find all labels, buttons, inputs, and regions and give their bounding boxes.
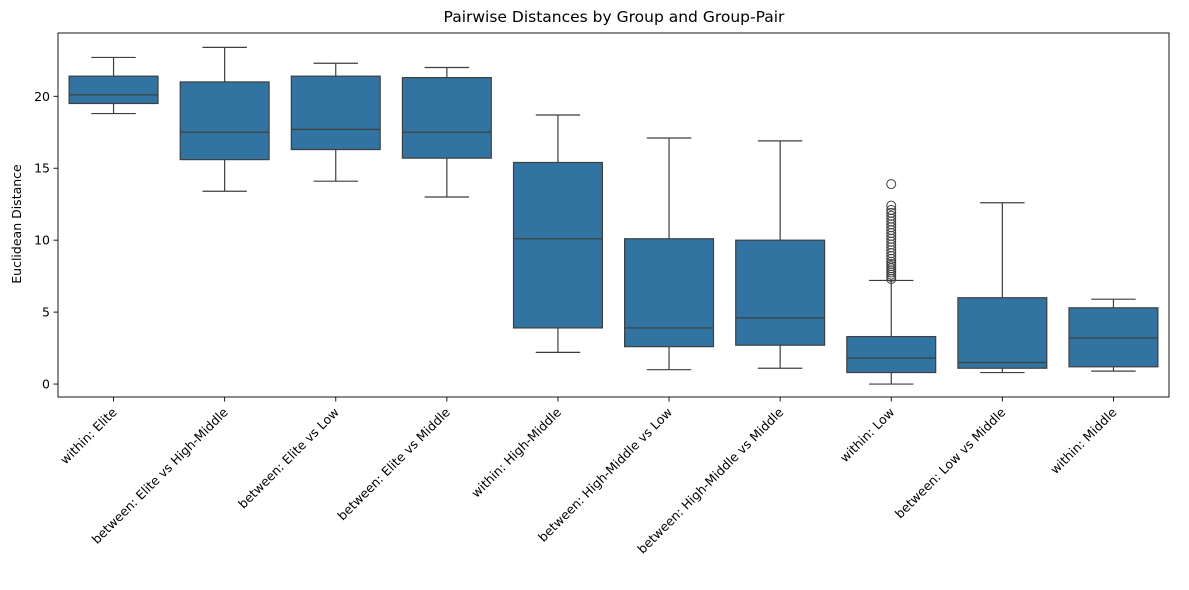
box-group bbox=[68, 56, 159, 115]
box-group bbox=[846, 179, 937, 385]
box-group bbox=[512, 114, 603, 353]
box-group bbox=[1068, 298, 1159, 372]
box-iqr bbox=[957, 297, 1048, 369]
outlier-point bbox=[886, 210, 897, 221]
x-tick-label: between: High-Middle vs Low bbox=[535, 405, 675, 545]
y-tick-label: 0 bbox=[42, 377, 50, 392]
box-group bbox=[290, 62, 381, 182]
y-tick-label: 5 bbox=[42, 305, 50, 320]
box-iqr bbox=[179, 81, 270, 161]
boxes bbox=[68, 46, 1159, 385]
outlier-point bbox=[886, 200, 897, 211]
box-group bbox=[179, 46, 270, 192]
box-iqr bbox=[401, 77, 492, 159]
box-iqr bbox=[735, 239, 826, 346]
y-axis: 0 5 10 15 20 bbox=[34, 89, 58, 392]
x-tick-label: between: Elite vs Low bbox=[235, 405, 342, 512]
y-tick-label: 20 bbox=[34, 89, 50, 104]
box-iqr bbox=[68, 75, 159, 105]
y-tick-label: 15 bbox=[34, 161, 50, 176]
box-iqr bbox=[846, 335, 937, 374]
x-tick-label: between: Low vs Middle bbox=[892, 404, 1009, 521]
axes-frame bbox=[57, 32, 1170, 398]
box-iqr bbox=[1068, 307, 1159, 368]
chart-title: Pairwise Distances by Group and Group-Pa… bbox=[444, 8, 786, 26]
y-axis-label: Euclidean Distance bbox=[9, 164, 24, 284]
x-tick-label: within: Middle bbox=[1047, 404, 1120, 477]
box-group bbox=[624, 137, 715, 371]
box-iqr bbox=[512, 161, 603, 329]
x-tick-label: between: Elite vs Middle bbox=[334, 404, 453, 523]
outlier-point bbox=[886, 179, 897, 190]
outlier-point bbox=[886, 204, 897, 215]
box-group bbox=[735, 140, 826, 369]
x-tick-label: within: Low bbox=[837, 405, 898, 466]
x-tick-label: between: Elite vs High-Middle bbox=[89, 404, 231, 546]
y-tick-label: 10 bbox=[34, 233, 50, 248]
x-tick-label: within: High-Middle bbox=[468, 404, 564, 500]
box-iqr bbox=[290, 75, 381, 151]
box-iqr bbox=[624, 238, 715, 348]
outlier-point bbox=[886, 207, 897, 218]
x-tick-label: within: Elite bbox=[57, 404, 120, 467]
box-group bbox=[401, 66, 492, 198]
box-group bbox=[957, 202, 1048, 374]
